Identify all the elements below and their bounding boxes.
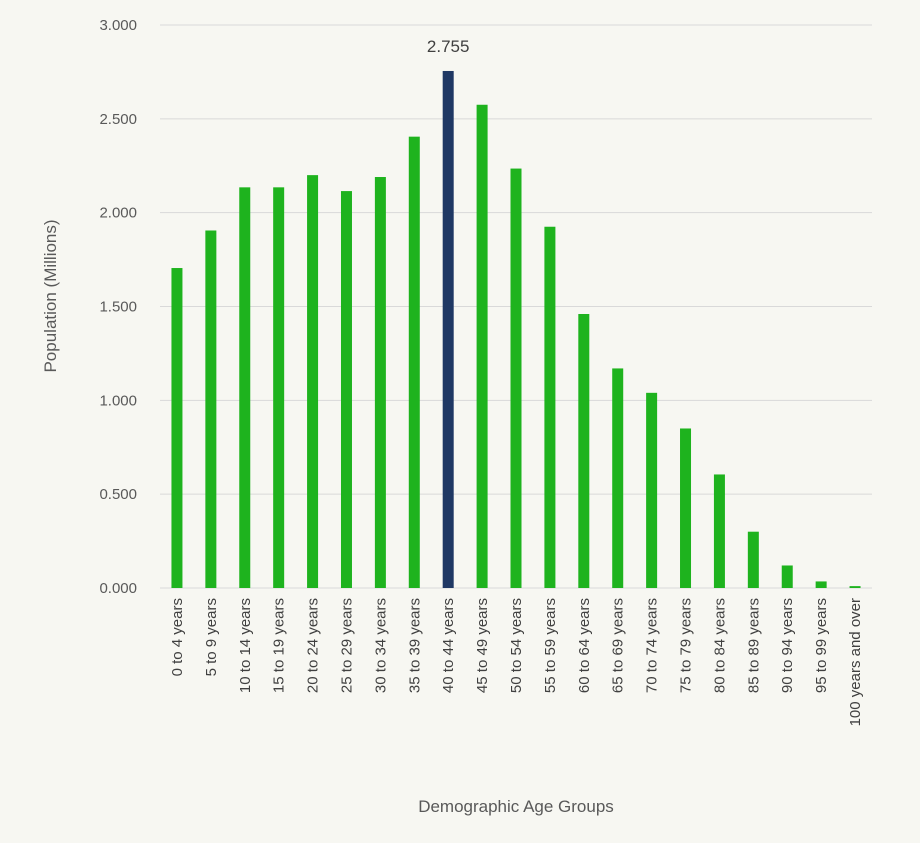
y-tick-label: 0.000 [99, 580, 137, 597]
bars [171, 70, 861, 588]
bar-5-to-9-years [205, 230, 217, 588]
x-category-label: 5 to 9 years [203, 598, 220, 676]
y-tick-label: 2.500 [99, 111, 137, 128]
bar-95-to-99-years [815, 581, 827, 588]
x-category-label: 90 to 94 years [779, 598, 796, 693]
x-category-label: 100 years and over [847, 598, 864, 726]
y-tick-label: 3.000 [99, 17, 137, 34]
x-category-label: 80 to 84 years [711, 598, 728, 693]
x-category-label: 75 to 79 years [678, 598, 695, 693]
y-axis-ticks: 0.000 0.500 1.000 1.500 2.000 2.500 3.000 [99, 17, 137, 597]
bar-45-to-49-years [476, 104, 488, 588]
bar-85-to-89-years [747, 531, 759, 588]
x-category-label: 35 to 39 years [406, 598, 423, 693]
y-tick-label: 2.000 [99, 205, 137, 222]
x-category-label: 95 to 99 years [813, 598, 830, 693]
bar-100-years-and-over [849, 586, 861, 588]
bar-30-to-34-years [374, 177, 386, 588]
bar-70-to-74-years [646, 392, 658, 588]
bar-75-to-79-years [680, 428, 692, 588]
x-category-label: 15 to 19 years [271, 598, 288, 693]
bar-80-to-84-years [713, 474, 725, 588]
bar-65-to-69-years [612, 368, 624, 588]
bar-20-to-24-years [307, 175, 319, 588]
x-category-label: 0 to 4 years [169, 598, 186, 676]
bar-15-to-19-years [273, 187, 285, 588]
bar-25-to-29-years [340, 191, 352, 588]
bar-50-to-54-years [510, 168, 522, 588]
bar-90-to-94-years [781, 565, 793, 588]
bar-40-to-44-years [442, 70, 454, 588]
bar-data-label: 2.755 [427, 37, 470, 56]
x-category-label: 25 to 29 years [338, 598, 355, 693]
y-tick-label: 1.000 [99, 392, 137, 409]
bar-55-to-59-years [544, 226, 556, 588]
bar-0-to-4-years [171, 268, 183, 588]
x-category-label: 45 to 49 years [474, 598, 491, 693]
x-category-label: 55 to 59 years [542, 598, 559, 693]
bar-10-to-14-years [239, 187, 251, 588]
bar-60-to-64-years [578, 314, 590, 588]
data-labels: 2.755 [427, 37, 470, 56]
x-category-label: 85 to 89 years [745, 598, 762, 693]
x-category-label: 50 to 54 years [508, 598, 525, 693]
x-category-label: 40 to 44 years [440, 598, 457, 693]
x-category-label: 60 to 64 years [576, 598, 593, 693]
x-axis-categories: 0 to 4 years 5 to 9 years 10 to 14 years 15… [169, 598, 864, 726]
x-category-label: 30 to 34 years [372, 598, 389, 693]
y-tick-label: 1.500 [99, 299, 137, 316]
bar-35-to-39-years [408, 136, 420, 588]
x-axis-title: Demographic Age Groups [418, 797, 614, 816]
y-tick-label: 0.500 [99, 486, 137, 503]
x-category-label: 70 to 74 years [644, 598, 661, 693]
x-category-label: 20 to 24 years [305, 598, 322, 693]
x-category-label: 10 to 14 years [237, 598, 254, 693]
y-axis-title: Population (Millions) [41, 219, 60, 372]
x-category-label: 65 to 69 years [610, 598, 627, 693]
